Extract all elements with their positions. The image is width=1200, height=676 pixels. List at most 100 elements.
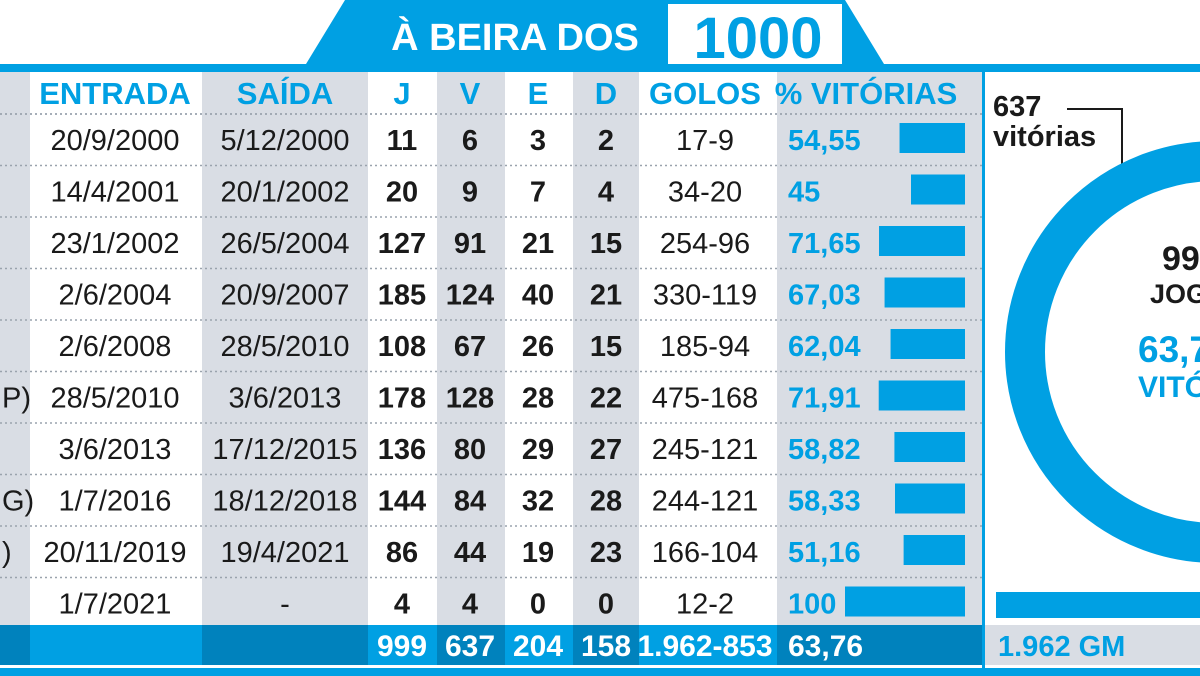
cell-entrada: 20/11/2019 (44, 537, 187, 569)
cell-pct: 71,65 (788, 228, 861, 260)
cell-saida: 18/12/2018 (212, 486, 357, 518)
ring-pct-label: VITÓ (1138, 370, 1200, 404)
callout-number: 637 (993, 91, 1041, 123)
cell-saida: 20/1/2002 (220, 177, 349, 209)
col-header-golos: GOLOS (649, 76, 761, 111)
total-j: 999 (377, 630, 427, 663)
cell-v: 128 (446, 383, 494, 415)
callout-label: vitórias (993, 121, 1096, 153)
cell-saida: 20/9/2007 (220, 280, 349, 312)
band-col-d (573, 72, 639, 625)
total-pct: 63,76 (788, 630, 863, 663)
cell-entrada: 20/9/2000 (50, 125, 179, 157)
cell-j: 20 (386, 177, 418, 209)
cell-j: 4 (394, 589, 410, 621)
cell-j: 136 (378, 434, 426, 466)
cell-pct: 58,82 (788, 434, 861, 466)
cell-lead: G) (2, 486, 34, 518)
pct-bar (884, 277, 965, 308)
pct-bar (845, 586, 965, 617)
cell-j: 11 (387, 125, 418, 157)
bottom-rule (0, 668, 982, 676)
table-row: 2/6/2004 20/9/2007 185 124 40 21 330-119 67,03 (0, 267, 982, 312)
pct-bar (890, 329, 965, 359)
totals-row: 999 637 204 158 1.962-853 63,76 (377, 630, 863, 663)
cell-v: 4 (462, 589, 478, 621)
cell-e: 40 (522, 280, 554, 312)
totals-dark-d (573, 625, 639, 665)
table-row: 14/4/2001 20/1/2002 20 9 7 4 34-20 45 (0, 164, 982, 209)
table-body: 20/9/2000 5/12/2000 11 6 3 2 17-9 54,5514/4/200… (0, 113, 982, 621)
band-col-lead (0, 72, 30, 625)
cell-v: 84 (454, 486, 486, 518)
ring-games-value: 99 (1162, 240, 1200, 278)
pct-bar (879, 226, 965, 256)
cell-d: 2 (598, 125, 614, 157)
callout-leader-line (1067, 108, 1123, 170)
cell-d: 0 (598, 589, 614, 621)
col-header-entrada: ENTRADA (39, 76, 191, 111)
cell-d: 15 (590, 228, 622, 260)
pct-bar (878, 380, 965, 411)
wins-ring (1005, 141, 1200, 563)
cell-golos: 166-104 (652, 537, 758, 569)
cell-saida: 17/12/2015 (212, 434, 357, 466)
band-col-v (437, 72, 505, 625)
table-row: P) 28/5/2010 3/6/2013 178 128 28 22 475-168 71,9… (0, 370, 982, 415)
column-headers: ENTRADA SAÍDA J V E D GOLOS % VITÓRIAS (39, 75, 957, 111)
col-header-pct: % VITÓRIAS (775, 75, 958, 111)
table-row: G) 1/7/2016 18/12/2018 144 84 32 28 244-121 58,3… (0, 473, 982, 518)
cell-pct: 45 (788, 177, 820, 209)
number-box (668, 4, 842, 64)
cell-saida: 3/6/2013 (229, 383, 342, 415)
cell-d: 28 (590, 486, 622, 518)
cell-e: 7 (530, 177, 546, 209)
ring-games-label: JOG (1150, 279, 1200, 309)
cell-lead: ) (2, 537, 12, 569)
cell-e: 21 (522, 228, 554, 260)
pct-bar (903, 535, 965, 565)
pct-bar (911, 174, 965, 205)
cell-pct: 51,16 (788, 537, 861, 569)
total-v: 637 (445, 630, 495, 663)
table-row: 20/9/2000 5/12/2000 11 6 3 2 17-9 54,55 (0, 113, 982, 157)
cell-pct: 54,55 (788, 125, 861, 157)
cell-entrada: 28/5/2010 (50, 383, 179, 415)
pct-bar (895, 483, 965, 514)
header-number: 1000 (693, 6, 822, 71)
cell-pct: 58,33 (788, 486, 861, 518)
col-header-saida: SAÍDA (237, 76, 333, 111)
cell-v: 91 (454, 228, 486, 260)
cell-e: 3 (530, 125, 546, 157)
cell-saida: 19/4/2021 (220, 537, 349, 569)
total-golos: 1.962-853 (637, 630, 772, 663)
cell-entrada: 23/1/2002 (50, 228, 179, 260)
table-row: 1/7/2021 - 4 4 0 0 12-2 100 (0, 576, 982, 621)
cell-saida: 5/12/2000 (220, 125, 349, 157)
goals-footer: 1.962 GM (998, 631, 1125, 663)
cell-golos: 254-96 (660, 228, 750, 260)
total-d: 158 (581, 630, 631, 663)
cell-j: 86 (386, 537, 418, 569)
cell-golos: 185-94 (660, 331, 750, 363)
cell-golos: 475-168 (652, 383, 758, 415)
cell-d: 27 (590, 434, 622, 466)
cell-saida: 26/5/2004 (220, 228, 349, 260)
top-rule (0, 64, 1200, 72)
cell-j: 127 (378, 228, 426, 260)
cell-entrada: 2/6/2004 (59, 280, 172, 312)
goals-bar (996, 592, 1200, 618)
cell-pct: 67,03 (788, 280, 861, 312)
cell-pct: 71,91 (788, 383, 861, 415)
cell-v: 80 (454, 434, 486, 466)
cell-v: 67 (454, 331, 486, 363)
cell-golos: 245-121 (652, 434, 758, 466)
table-row: 3/6/2013 17/12/2015 136 80 29 27 245-121 58,82 (0, 422, 982, 466)
band-col-saida (202, 72, 368, 625)
cell-pct: 62,04 (788, 331, 861, 363)
header-title: À BEIRA DOS (391, 15, 639, 59)
totals-dark-saida (202, 625, 368, 665)
ring-pct-value: 63,7 (1138, 329, 1200, 370)
pct-bar (899, 123, 965, 153)
